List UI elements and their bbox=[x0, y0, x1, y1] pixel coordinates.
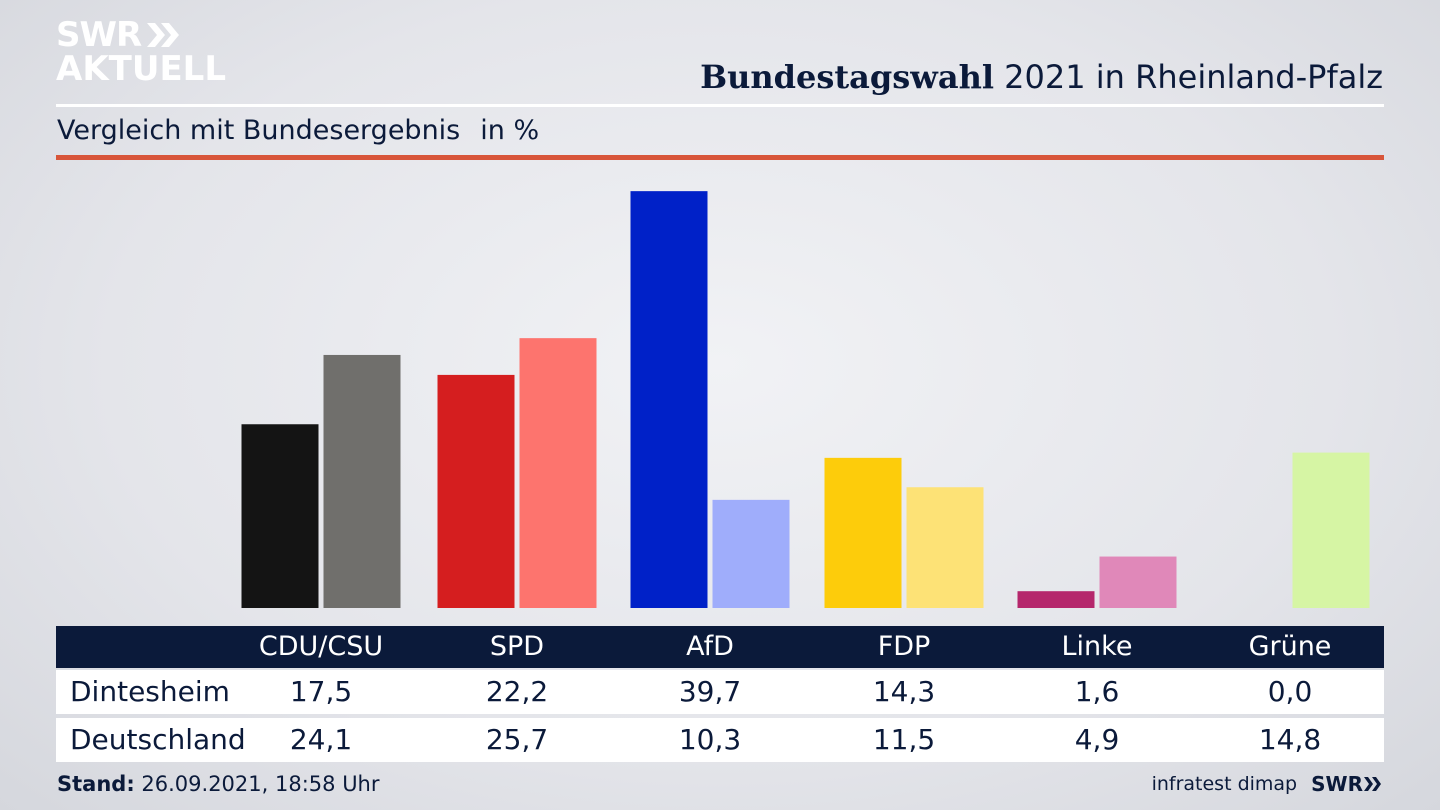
swr-aktuell-logo: SWR AKTUELL bbox=[56, 18, 226, 86]
chart-subtitle: Vergleich mit Bundesergebnis in % bbox=[57, 115, 539, 146]
bar-deutschland-afd bbox=[712, 499, 790, 608]
page-title: Bundestagswahl 2021 in Rheinland-Pfalz bbox=[700, 58, 1383, 96]
bar-dintesheim-linke bbox=[1017, 591, 1095, 608]
subtitle-unit: in % bbox=[480, 115, 540, 146]
logo-line-1: SWR bbox=[56, 15, 142, 55]
double-chevron-icon bbox=[1364, 777, 1381, 791]
table-cell: 11,5 bbox=[872, 723, 936, 756]
source-text: infratest dimap bbox=[1151, 773, 1298, 795]
results-table: CDU/CSU SPD AfD FDP Linke Grüne Dintesheim 17… bbox=[56, 626, 1384, 762]
title-bold: Bundestagswahl bbox=[700, 58, 994, 96]
column-header: CDU/CSU bbox=[258, 631, 384, 662]
column-header: Linke bbox=[1061, 631, 1133, 662]
bar-deutschland-fdp bbox=[906, 487, 984, 608]
column-header: AfD bbox=[686, 631, 734, 662]
row-label: Dintesheim bbox=[70, 675, 230, 708]
bar-dintesheim-fdp bbox=[824, 457, 902, 608]
stand-label: Stand: bbox=[57, 772, 135, 796]
title-divider bbox=[56, 104, 1384, 107]
table-cell: 1,6 bbox=[1074, 675, 1120, 708]
column-header: FDP bbox=[877, 631, 931, 662]
double-chevron-icon bbox=[147, 23, 180, 47]
table-row: Dintesheim 17,5 22,2 39,7 14,3 1,6 0,0 bbox=[56, 670, 1384, 714]
row-label: Deutschland bbox=[70, 723, 246, 756]
table-cell: 25,7 bbox=[485, 723, 549, 756]
subtitle-divider bbox=[56, 155, 1384, 160]
source-credit: infratest dimap SWR bbox=[1152, 772, 1383, 796]
logo-line-2: AKTUELL bbox=[56, 49, 227, 89]
column-header: Grüne bbox=[1248, 631, 1332, 662]
footer-logo: SWR bbox=[1311, 772, 1383, 796]
table-row: Deutschland 24,1 25,7 10,3 11,5 4,9 14,8 bbox=[56, 718, 1384, 762]
table-cell: 14,3 bbox=[872, 675, 936, 708]
table-cell: 39,7 bbox=[678, 675, 742, 708]
bar-deutschland-cdu-csu bbox=[323, 354, 401, 608]
stand-value: 26.09.2021, 18:58 Uhr bbox=[141, 772, 380, 796]
table-header: CDU/CSU SPD AfD FDP Linke Grüne bbox=[56, 626, 1384, 668]
table-cell: 14,8 bbox=[1258, 723, 1322, 756]
table-cell: 10,3 bbox=[678, 723, 742, 756]
table-cell: 22,2 bbox=[485, 675, 549, 708]
footer-logo-text: SWR bbox=[1311, 772, 1363, 796]
bar-dintesheim-afd bbox=[630, 191, 708, 608]
title-rest: 2021 in Rheinland-Pfalz bbox=[1004, 58, 1383, 96]
table-cell: 24,1 bbox=[289, 723, 353, 756]
bar-deutschland-spd bbox=[519, 338, 597, 608]
bar-dintesheim-spd bbox=[437, 374, 515, 608]
table-cell: 17,5 bbox=[289, 675, 353, 708]
table-cell: 0,0 bbox=[1267, 675, 1313, 708]
bar-deutschland-gr-ne bbox=[1292, 452, 1370, 608]
bar-dintesheim-cdu-csu bbox=[241, 424, 319, 608]
table-cell: 4,9 bbox=[1074, 723, 1120, 756]
bar-deutschland-linke bbox=[1099, 556, 1177, 608]
timestamp: Stand: 26.09.2021, 18:58 Uhr bbox=[57, 772, 380, 796]
column-header: SPD bbox=[489, 631, 545, 662]
subtitle-text: Vergleich mit Bundesergebnis bbox=[57, 115, 461, 146]
